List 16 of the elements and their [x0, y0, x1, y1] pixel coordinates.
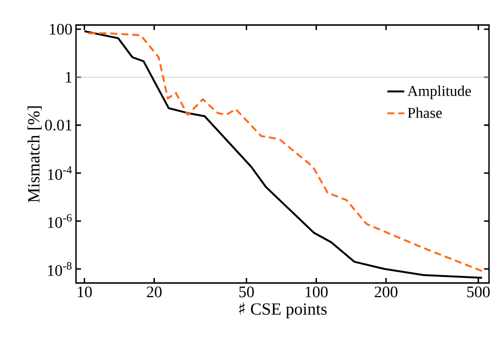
legend-label: Amplitude [407, 86, 471, 100]
y-tick-label: 0.01 [45, 120, 72, 131]
y-tick-label: 1 [66, 72, 72, 82]
x-tick-label: 200 [374, 286, 398, 298]
x-tick-label: 100 [306, 286, 328, 298]
x-axis-title: ♯ CSE points [239, 302, 327, 318]
y-tick-label: 10$^{-6}$ [48, 214, 72, 228]
x-tick-label: 10 [78, 286, 92, 298]
y-tick-label: 10$^{-8}$ [48, 262, 72, 276]
y-tick-label: 10$^{-4}$ [48, 166, 72, 180]
x-tick-label: 500 [467, 286, 490, 298]
y-axis-title: Mismatch [%] [28, 106, 42, 202]
x-tick-label: 20 [146, 286, 162, 298]
x-tick-label: 50 [239, 286, 254, 298]
y-tick-label: 100 [50, 24, 72, 35]
legend-label: Phase [408, 107, 442, 118]
